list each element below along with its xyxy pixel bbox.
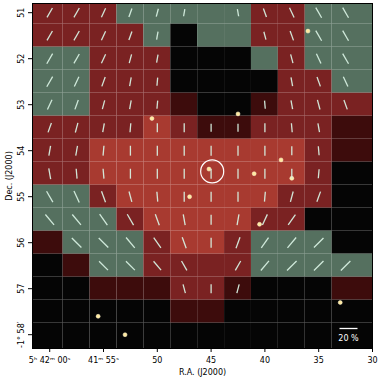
svg-text:R.A. (J2000): R.A. (J2000) [179,368,226,377]
svg-text:57: 57 [17,284,26,294]
svg-text:41ᵐ 55ˢ: 41ᵐ 55ˢ [88,356,119,365]
svg-text:40: 40 [260,356,270,365]
svg-text:35: 35 [314,356,324,365]
svg-text:5ʰ 42ᵐ 00ˢ: 5ʰ 42ᵐ 00ˢ [29,356,71,365]
svg-text:54: 54 [17,146,26,156]
svg-text:20 %: 20 % [338,334,359,343]
svg-text:50: 50 [152,356,162,365]
svg-text:56: 56 [17,238,26,248]
svg-text:45: 45 [206,356,216,365]
svg-text:55: 55 [17,192,26,202]
svg-text:52: 52 [17,54,26,64]
svg-text:51: 51 [17,8,26,18]
svg-text:30: 30 [367,356,377,365]
svg-text:-1° 58′: -1° 58′ [17,321,26,348]
svg-text:Dec. (J2000): Dec. (J2000) [5,151,14,201]
svg-text:53: 53 [17,100,26,110]
